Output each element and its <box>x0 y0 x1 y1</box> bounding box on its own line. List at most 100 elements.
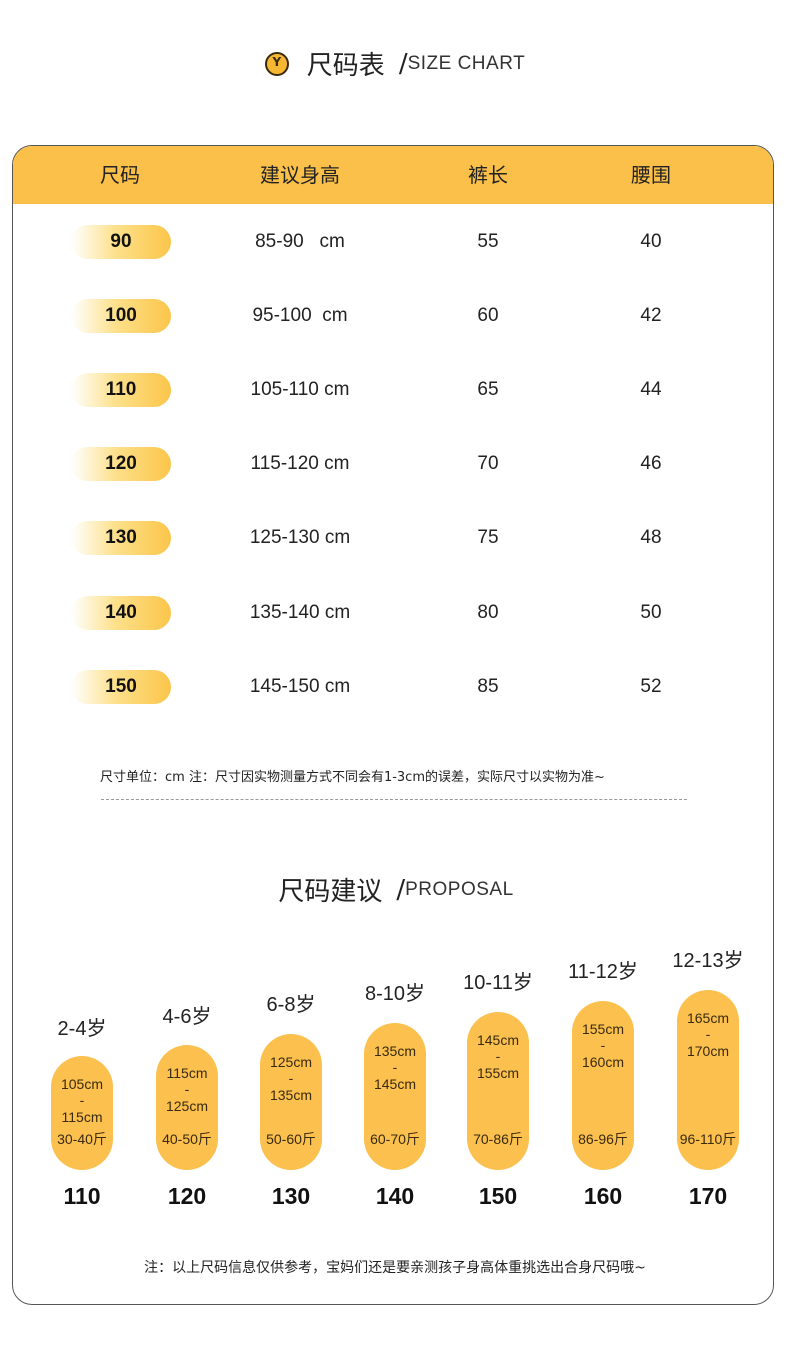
height-to: 155cm <box>476 1065 520 1081</box>
height-capsule: 165cm -170cm 96-110斤 <box>677 990 739 1170</box>
size-pill: 100 <box>71 299 171 333</box>
age-label: 11-12岁 <box>568 961 638 983</box>
size-pill: 140 <box>71 596 171 630</box>
table-row: 120 115-120 cm 70 46 <box>13 444 773 484</box>
proposal-title-en: PROPOSAL <box>405 878 514 900</box>
weight-range: 30-40斤 <box>57 1131 107 1147</box>
height-cell: 105-110 cm <box>250 379 350 400</box>
weight-range: 40-50斤 <box>162 1131 212 1147</box>
waist-cell: 50 <box>640 602 662 623</box>
table-header: 尺码 建议身高 裤长 腰围 <box>13 146 773 204</box>
table-row: 100 95-100 cm 60 42 <box>13 296 773 336</box>
length-cell: 75 <box>477 527 499 548</box>
height-cell: 145-150 cm <box>249 676 351 697</box>
weight-range: 50-60斤 <box>266 1131 316 1147</box>
weight-range: 86-96斤 <box>578 1131 628 1147</box>
waist-cell: 52 <box>640 676 662 697</box>
height-to: 135cm <box>269 1087 313 1103</box>
weight-range: 96-110斤 <box>679 1131 737 1147</box>
size-pill: 110 <box>71 373 171 407</box>
height-cell: 115-120 cm <box>250 453 350 474</box>
length-cell: 65 <box>477 379 499 400</box>
dashed-divider <box>101 799 687 800</box>
age-label: 4-6岁 <box>162 1006 212 1028</box>
weight-range: 60-70斤 <box>370 1131 420 1147</box>
length-cell: 85 <box>477 676 499 697</box>
height-capsule: 125cm -135cm 50-60斤 <box>260 1034 322 1170</box>
height-from: 145cm <box>476 1032 520 1048</box>
size-chart-slash: / <box>398 48 408 79</box>
header-size: 尺码 <box>100 163 140 187</box>
proposal-title-cn: 尺码建议 <box>278 877 383 907</box>
waist-cell: 46 <box>640 453 662 474</box>
recommended-size: 160 <box>583 1183 623 1209</box>
length-cell: 60 <box>477 305 499 326</box>
height-capsule: 135cm -145cm 60-70斤 <box>364 1023 426 1170</box>
brand-logo-icon <box>264 51 289 76</box>
size-pill: 120 <box>71 447 171 481</box>
height-cell: 85-90 cm <box>255 231 345 252</box>
height-to: 115cm <box>61 1109 103 1125</box>
age-label: 6-8岁 <box>266 994 316 1016</box>
height-capsule: 105cm -115cm 30-40斤 <box>51 1056 113 1170</box>
size-chart-heading: 尺码表 /SIZE CHART <box>0 45 790 82</box>
height-dash: - <box>184 1081 190 1097</box>
waist-cell: 42 <box>640 305 662 326</box>
header-waist: 腰围 <box>631 163 671 187</box>
height-from: 135cm <box>373 1043 417 1059</box>
height-dash: - <box>79 1092 85 1108</box>
waist-cell: 40 <box>640 231 662 252</box>
height-dash: - <box>495 1048 501 1064</box>
weight-range: 70-86斤 <box>473 1131 523 1147</box>
age-label: 2-4岁 <box>57 1018 107 1040</box>
size-chart-note: 尺寸单位：cm 注：尺寸因实物测量方式不同会有1-3cm的误差，实际尺寸以实物为… <box>100 770 605 785</box>
size-chart-title-cn: 尺码表 <box>306 51 385 81</box>
header-height: 建议身高 <box>260 163 340 187</box>
height-from: 115cm <box>166 1065 208 1081</box>
recommended-size: 140 <box>375 1183 415 1209</box>
table-row: 130 125-130 cm 75 48 <box>13 518 773 558</box>
length-cell: 80 <box>477 602 499 623</box>
height-from: 165cm <box>686 1010 730 1026</box>
table-row: 150 145-150 cm 85 52 <box>13 667 773 707</box>
height-from: 125cm <box>269 1054 313 1070</box>
height-dash: - <box>600 1037 606 1053</box>
proposal-slash: / <box>396 874 406 905</box>
height-from: 105cm <box>60 1076 104 1092</box>
table-row: 90 85-90 cm 55 40 <box>13 222 773 262</box>
recommended-size: 110 <box>63 1183 101 1209</box>
waist-cell: 48 <box>640 527 662 548</box>
height-cell: 95-100 cm <box>252 305 348 326</box>
recommended-size: 170 <box>688 1183 728 1209</box>
proposal-note: 注：以上尺码信息仅供参考，宝妈们还是要亲测孩子身高体重挑选出合身尺码哦~ <box>144 1260 646 1276</box>
size-pill: 150 <box>71 670 171 704</box>
header-length: 裤长 <box>468 163 508 187</box>
height-dash: - <box>705 1026 711 1042</box>
recommended-size: 150 <box>478 1183 518 1209</box>
height-capsule: 155cm -160cm 86-96斤 <box>572 1001 634 1170</box>
age-label: 10-11岁 <box>463 972 533 994</box>
proposal-heading: 尺码建议 /PROPOSAL <box>13 871 773 908</box>
height-from: 155cm <box>581 1021 625 1037</box>
height-cell: 135-140 cm <box>249 602 351 623</box>
waist-cell: 44 <box>640 379 662 400</box>
age-label: 8-10岁 <box>364 983 426 1005</box>
height-dash: - <box>392 1059 398 1075</box>
height-capsule: 115cm -125cm 40-50斤 <box>156 1045 218 1170</box>
height-to: 145cm <box>373 1076 417 1092</box>
table-row: 110 105-110 cm 65 44 <box>13 370 773 410</box>
length-cell: 70 <box>477 453 499 474</box>
recommended-size: 120 <box>167 1183 207 1209</box>
size-chart-title-en: SIZE CHART <box>407 52 526 74</box>
table-row: 140 135-140 cm 80 50 <box>13 593 773 633</box>
height-to: 170cm <box>686 1043 730 1059</box>
height-to: 160cm <box>581 1054 625 1070</box>
recommended-size: 130 <box>271 1183 311 1209</box>
height-dash: - <box>288 1070 294 1086</box>
size-pill: 90 <box>71 225 171 259</box>
age-label: 12-13岁 <box>672 950 744 972</box>
height-to: 125cm <box>165 1098 209 1114</box>
height-cell: 125-130 cm <box>249 527 351 548</box>
height-capsule: 145cm -155cm 70-86斤 <box>467 1012 529 1170</box>
size-pill: 130 <box>71 521 171 555</box>
